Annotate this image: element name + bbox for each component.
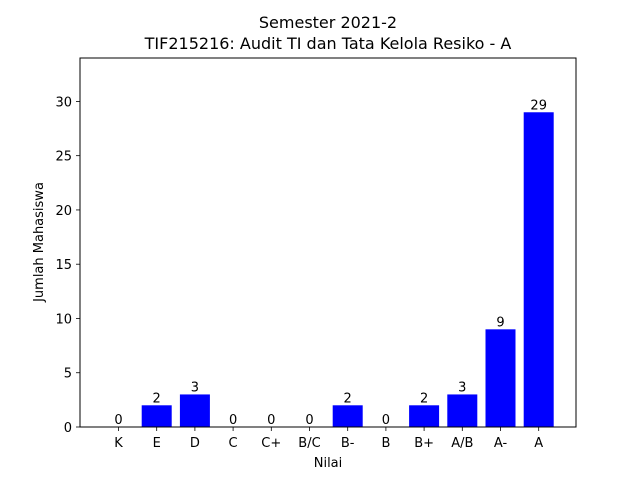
bar-B+ (409, 405, 440, 427)
x-tick-label-A: A (534, 436, 543, 451)
bar-A/B (447, 394, 478, 427)
axes-frame (79, 57, 577, 428)
bar-A- (485, 329, 516, 427)
y-tick-label-20: 20 (55, 204, 72, 219)
y-tick-label-5: 5 (64, 367, 72, 382)
data-label-B: 0 (382, 413, 390, 428)
x-tick-label-B+: B+ (414, 436, 434, 451)
data-label-K: 0 (114, 413, 122, 428)
x-tick-label-E: E (153, 436, 161, 451)
data-label-A-: 9 (496, 315, 504, 330)
x-tick-label-C+: C+ (261, 436, 281, 451)
chart-title-line2: TIF215216: Audit TI dan Tata Kelola Resi… (144, 34, 512, 53)
x-axis-label: Nilai (314, 456, 343, 471)
bar-A (523, 112, 554, 427)
y-tick-label-30: 30 (55, 95, 72, 110)
chart-title-line1: Semester 2021-2 (259, 13, 397, 32)
data-label-C+: 0 (267, 413, 275, 428)
data-label-B-: 2 (344, 391, 352, 406)
data-label-A/B: 3 (458, 380, 466, 395)
x-tick-label-K: K (114, 436, 123, 451)
y-tick-label-25: 25 (55, 150, 72, 165)
data-label-E: 2 (153, 391, 161, 406)
data-label-D: 3 (191, 380, 199, 395)
bar-B- (332, 405, 363, 427)
plot-area: 0 K 2 E 3 D 0 C 0 C+ 0 B/C 2 B- 0 B 2 B+ 3 A/B 9 A- 29 A 0 5 10 15 2… (55, 57, 577, 451)
y-axis-label: Jumlah Mahasiswa (32, 182, 47, 303)
x-tick-label-B/C: B/C (298, 436, 320, 451)
data-label-A: 29 (530, 98, 547, 113)
data-label-C: 0 (229, 413, 237, 428)
x-tick-label-B: B (381, 436, 390, 451)
data-label-B/C: 0 (305, 413, 313, 428)
bar-E (141, 405, 172, 427)
x-tick-label-B-: B- (341, 436, 355, 451)
x-tick-label-A/B: A/B (451, 436, 473, 451)
y-tick-label-0: 0 (64, 421, 72, 436)
x-tick-label-C: C (229, 436, 238, 451)
x-tick-label-A-: A- (494, 436, 508, 451)
y-tick-label-10: 10 (55, 312, 72, 327)
y-tick-label-15: 15 (55, 258, 72, 273)
x-tick-label-D: D (190, 436, 200, 451)
data-label-B+: 2 (420, 391, 428, 406)
bar-D (179, 394, 210, 427)
